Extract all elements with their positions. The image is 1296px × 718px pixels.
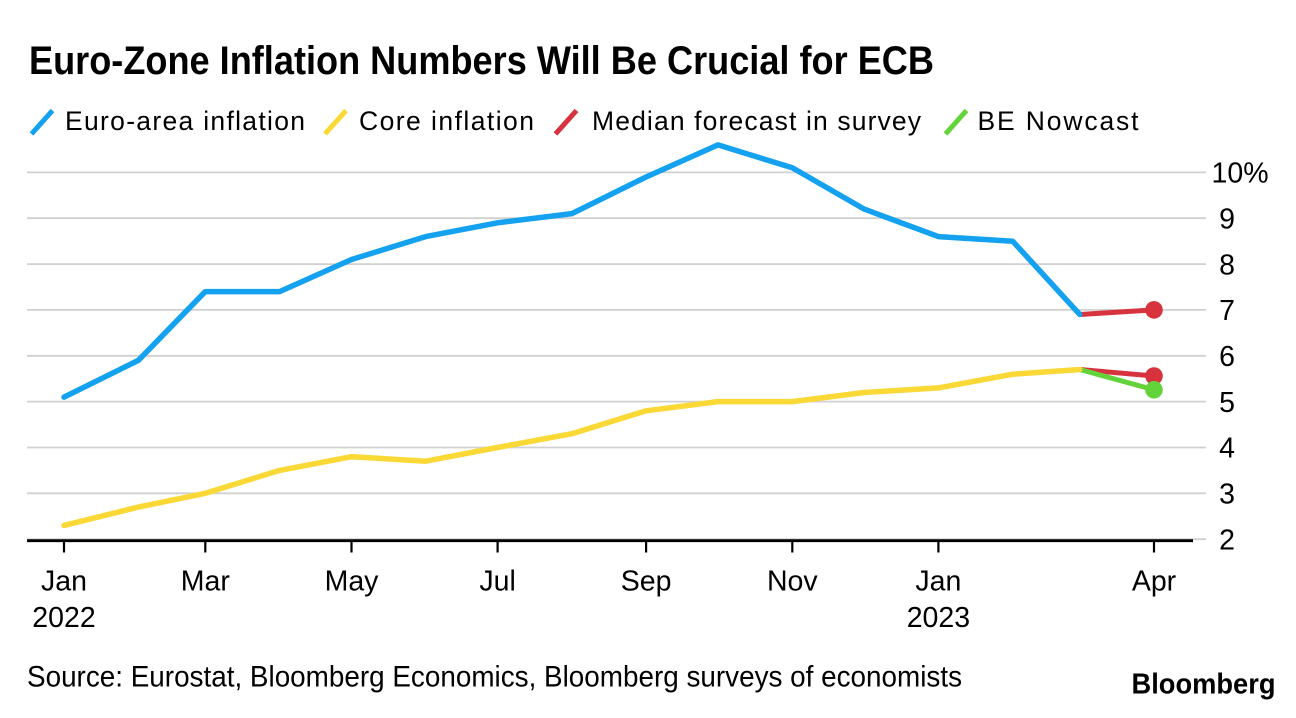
svg-text:Mar: Mar [181,566,231,598]
svg-text:6: 6 [1219,341,1235,373]
svg-text:10%: 10% [1212,158,1269,190]
svg-text:2022: 2022 [32,602,95,634]
svg-text:8: 8 [1219,249,1235,281]
svg-text:3: 3 [1219,479,1235,511]
svg-text:Euro-Zone Inflation Numbers Wi: Euro-Zone Inflation Numbers Will Be Cruc… [29,39,934,83]
svg-text:9: 9 [1219,203,1235,235]
svg-text:Median forecast in survey: Median forecast in survey [592,106,922,136]
svg-text:Euro-area inflation: Euro-area inflation [65,106,305,136]
svg-text:2: 2 [1219,524,1235,556]
svg-text:5: 5 [1219,387,1235,419]
svg-text:2023: 2023 [907,602,970,634]
svg-text:Jan: Jan [41,566,87,598]
svg-text:Source: Eurostat, Bloomberg Ec: Source: Eurostat, Bloomberg Economics, B… [27,661,962,694]
svg-text:Sep: Sep [621,566,672,598]
svg-text:Apr: Apr [1132,566,1177,598]
svg-text:May: May [325,566,380,598]
svg-text:Bloomberg: Bloomberg [1132,669,1276,701]
svg-text:BE Nowcast: BE Nowcast [978,106,1140,136]
svg-text:4: 4 [1219,433,1235,465]
svg-text:Core inflation: Core inflation [359,106,534,136]
svg-text:Jul: Jul [479,566,515,598]
svg-text:Jan: Jan [915,566,961,598]
svg-text:7: 7 [1219,295,1235,327]
svg-text:Nov: Nov [767,566,818,598]
